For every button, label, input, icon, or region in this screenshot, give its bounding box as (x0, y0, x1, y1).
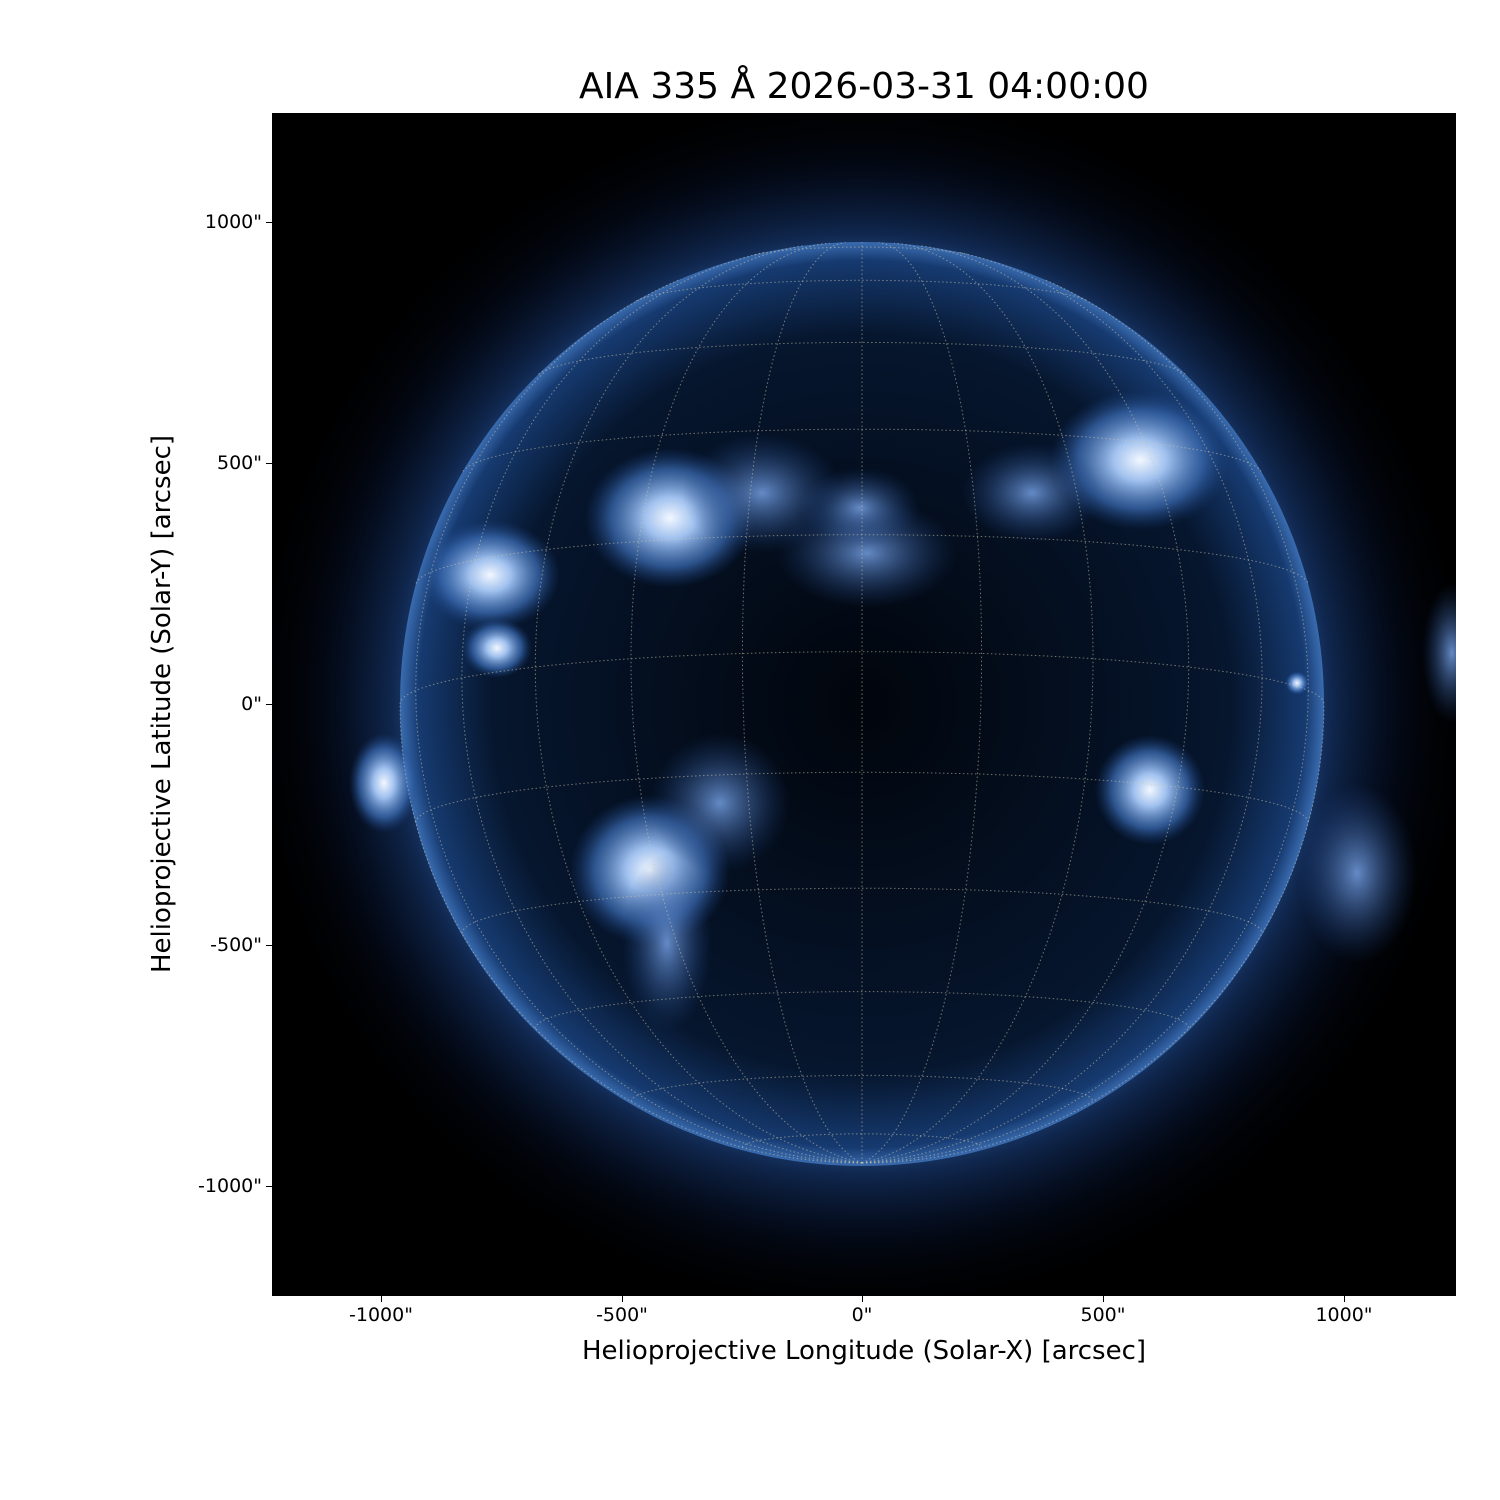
x-tick-label: 1000" (1315, 1304, 1373, 1326)
x-tick-label: -1000" (349, 1304, 413, 1326)
watermark: SolarMonitor.org (1209, 1369, 1398, 1395)
y-tick-mark (266, 704, 272, 705)
active-region (462, 618, 532, 678)
x-tick-mark (381, 1296, 382, 1302)
active-region (682, 433, 842, 553)
longitude-grid-line (861, 242, 1094, 1164)
x-tick-mark (1344, 1296, 1345, 1302)
latitude-grid-line (462, 428, 1262, 472)
solar-disk-image (242, 84, 1482, 1324)
y-tick-label: 0" (241, 693, 262, 715)
active-region (349, 733, 419, 833)
y-axis-label: Helioprojective Latitude (Solar-Y) [arcs… (147, 434, 177, 974)
y-tick-label: 500" (216, 452, 262, 474)
longitude-grid-line (415, 278, 863, 1164)
solar-image-axes: SolarMonitor.org (242, 84, 1482, 1395)
y-tick-mark (266, 463, 272, 464)
x-tick-mark (862, 1296, 863, 1302)
active-region (1297, 783, 1417, 963)
active-region (622, 853, 712, 1033)
y-tick-label: 1000" (204, 211, 262, 233)
x-tick-label: 0" (851, 1304, 873, 1326)
latitude-grid-line (635, 279, 1089, 302)
y-tick-mark (266, 1186, 272, 1187)
latitude-grid-line (399, 651, 1325, 705)
x-tick-label: 500" (1080, 1304, 1126, 1326)
longitude-grid-line (534, 245, 863, 1164)
active-region (420, 520, 560, 630)
longitude-grid-line (630, 242, 863, 1164)
longitude-grid-line (861, 278, 1309, 1164)
active-region (650, 733, 790, 873)
longitude-grid-line (861, 703, 1325, 1164)
longitude-grid-line (861, 241, 983, 1164)
longitude-grid-line (741, 241, 863, 1164)
y-tick-label: -1000" (198, 1175, 262, 1197)
x-tick-mark (1103, 1296, 1104, 1302)
active-region (1095, 735, 1205, 845)
y-tick-label: -500" (210, 934, 262, 956)
longitude-grid-line (861, 245, 1190, 1164)
latitude-grid-line (534, 991, 1190, 1029)
active-region (1285, 671, 1309, 695)
longitude-grid-line (399, 703, 863, 1164)
x-tick-mark (622, 1296, 623, 1302)
chart-title: AIA 335 Å 2026-03-31 04:00:00 (579, 66, 1149, 107)
y-tick-mark (266, 945, 272, 946)
active-region (962, 443, 1102, 543)
latitude-grid-line (754, 246, 970, 256)
x-axis-label: Helioprojective Longitude (Solar-X) [arc… (581, 1336, 1147, 1366)
y-tick-mark (266, 222, 272, 223)
x-tick-label: -500" (596, 1304, 648, 1326)
